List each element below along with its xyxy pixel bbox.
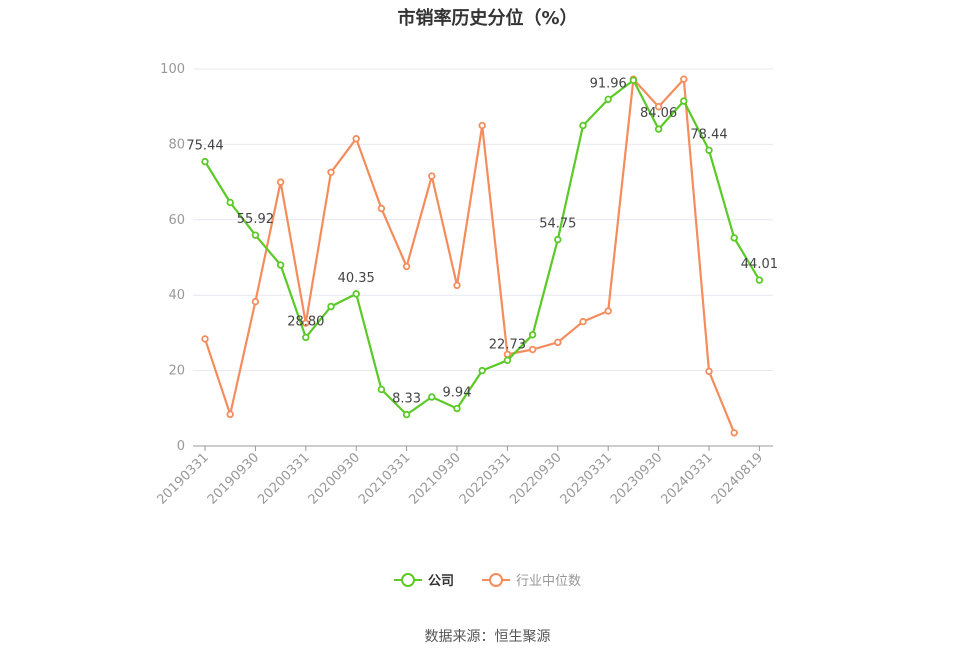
data-point — [730, 429, 738, 437]
data-point — [604, 307, 612, 315]
y-tick-label: 40 — [168, 288, 185, 303]
data-point — [755, 276, 764, 284]
legend-swatch — [482, 572, 510, 587]
legend-label: 行业中位数 — [516, 574, 582, 589]
data-point — [528, 331, 537, 339]
x-tick-label: 20240331 — [658, 450, 715, 507]
data-point — [327, 168, 335, 176]
legend-item-1[interactable]: 行业中位数 — [482, 570, 581, 589]
data-point — [680, 75, 688, 83]
data-point — [680, 97, 688, 105]
data-point — [276, 178, 285, 186]
y-tick-label: 80 — [168, 137, 185, 152]
data-point — [604, 95, 612, 104]
data-point — [201, 157, 209, 166]
data-point — [226, 410, 234, 419]
data-point — [503, 350, 512, 359]
data-label: 8.33 — [392, 392, 421, 407]
series-lines — [201, 75, 764, 437]
x-tick-label: 20220331 — [457, 450, 514, 507]
data-point — [377, 204, 386, 213]
data-point — [654, 125, 663, 133]
data-label: 44.01 — [741, 257, 778, 272]
data-point — [554, 235, 562, 244]
data-label: 91.96 — [590, 76, 627, 91]
x-tick-label: 20190331 — [154, 450, 211, 507]
data-point — [579, 121, 587, 130]
data-label: 55.92 — [237, 212, 274, 227]
x-tick-label: 20190930 — [205, 450, 262, 507]
series-line-1 — [203, 78, 736, 434]
x-tick-label: 20220930 — [507, 450, 564, 507]
data-point — [302, 319, 310, 327]
data-point — [453, 281, 461, 290]
data-point — [705, 146, 713, 154]
x-tick-label: 20240819 — [709, 450, 766, 507]
data-point — [730, 234, 738, 242]
data-label: 9.94 — [443, 386, 472, 401]
data-labels: 75.44 55.92 28.80 40.35 8.33 9.94 22.73 54.75 91… — [186, 76, 778, 406]
data-point — [201, 335, 209, 343]
data-label: 54.75 — [539, 217, 576, 232]
y-tick-label: 20 — [168, 364, 185, 379]
data-point — [453, 404, 461, 413]
data-point — [629, 76, 638, 85]
data-point — [402, 410, 411, 419]
data-point — [428, 393, 436, 401]
data-point — [705, 367, 713, 376]
legend-dot — [489, 572, 503, 587]
y-tick-label: 0 — [177, 439, 185, 454]
data-point — [402, 262, 411, 271]
x-tick-label: 20210331 — [356, 450, 413, 507]
x-tick-label: 20200930 — [306, 450, 363, 507]
legend-swatch — [393, 572, 422, 587]
data-point — [428, 172, 436, 180]
line-chart: 0 20 40 60 80 100 2019033120190930202003312020… — [154, 62, 778, 508]
data-point — [251, 231, 260, 239]
legend-dot — [400, 572, 415, 587]
data-point — [226, 198, 234, 207]
x-tick-label: 20230930 — [608, 450, 665, 507]
data-label: 40.35 — [338, 271, 375, 286]
data-point — [554, 338, 562, 347]
data-point — [251, 297, 260, 306]
data-point — [276, 261, 285, 269]
data-point — [579, 317, 587, 326]
data-point — [478, 121, 486, 130]
data-label: 75.44 — [186, 139, 223, 154]
y-tick-label: 100 — [160, 62, 185, 77]
data-label: 78.44 — [690, 127, 727, 142]
y-tick-label: 60 — [168, 213, 185, 228]
data-point — [327, 302, 335, 311]
legend: 公司 行业中位数 — [0, 570, 975, 589]
axes: 0 20 40 60 80 100 2019033120190930202003312020… — [154, 62, 773, 508]
data-label: 28.80 — [287, 314, 324, 329]
data-point — [528, 345, 537, 354]
data-point — [302, 333, 310, 342]
data-label: 22.73 — [489, 337, 526, 352]
data-point — [352, 135, 360, 143]
data-point — [377, 385, 386, 394]
data-label: 84.06 — [640, 106, 677, 121]
data-point — [654, 102, 663, 111]
data-point — [478, 366, 486, 375]
legend-item-0[interactable]: 公司 — [393, 570, 454, 589]
x-tick-label: 20200331 — [255, 450, 312, 507]
source-note: 数据来源：恒生聚源 — [424, 629, 551, 645]
chart-title: 市销率历史分位（%） — [397, 8, 578, 29]
x-tick-label: 20210930 — [406, 450, 463, 507]
data-point — [503, 356, 512, 365]
data-point — [352, 290, 360, 298]
x-tick-label: 20230331 — [558, 450, 615, 507]
legend-label: 公司 — [427, 574, 454, 589]
